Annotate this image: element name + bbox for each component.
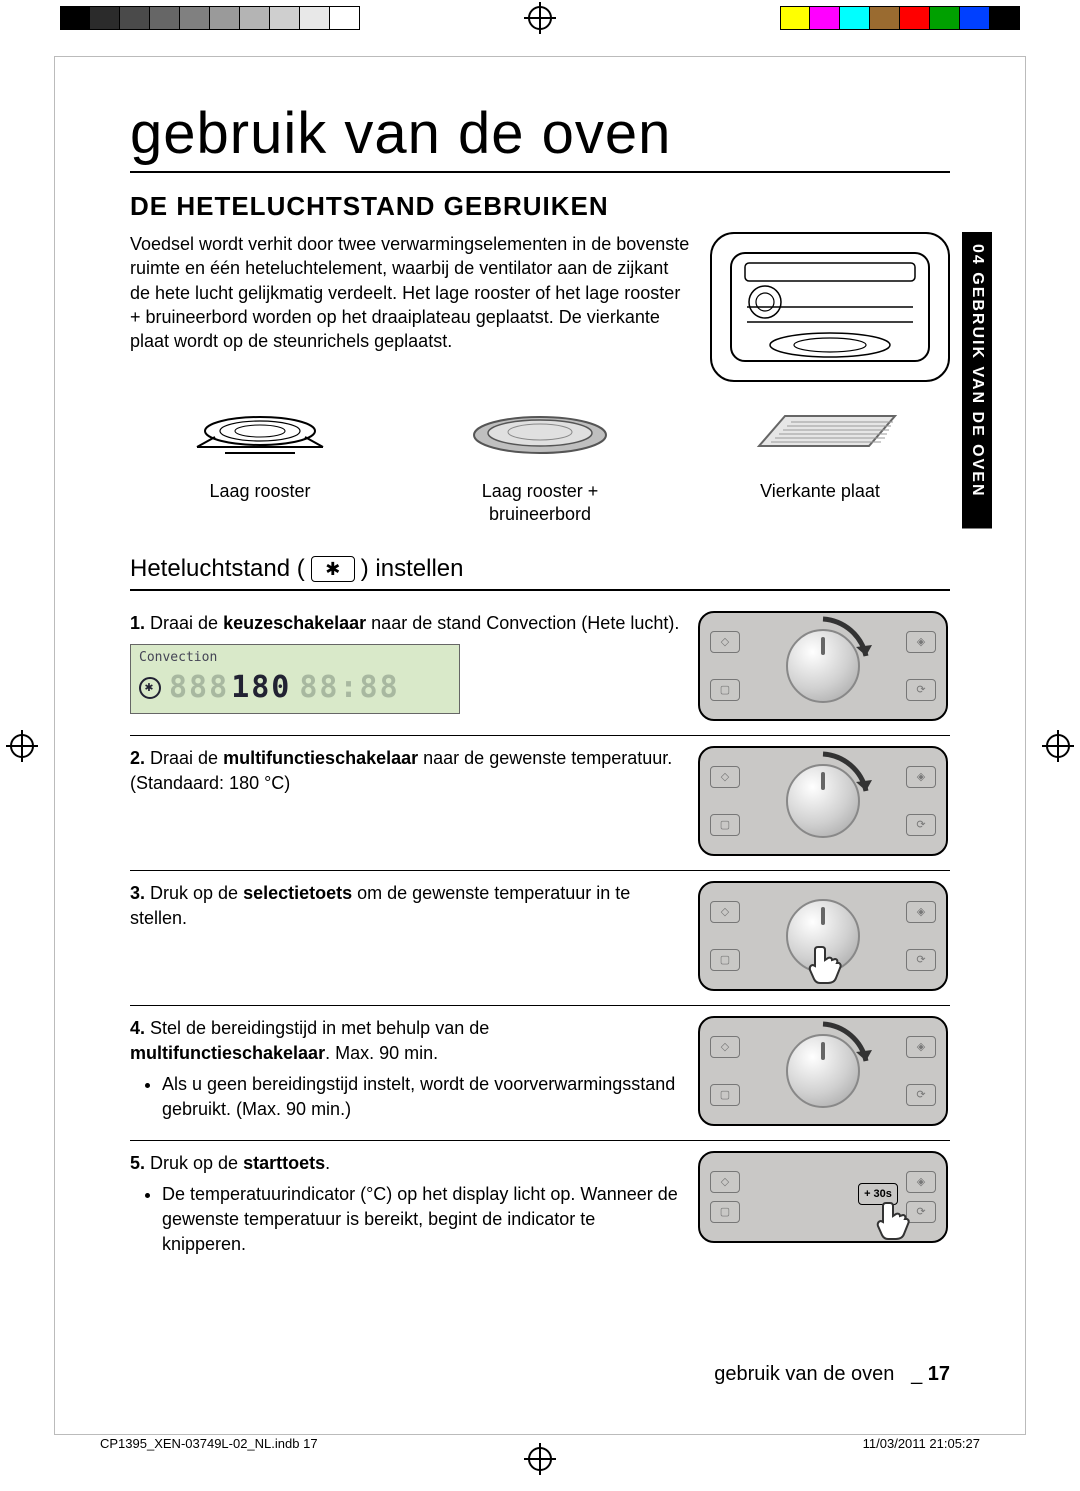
- accessory-label: Laag rooster + bruineerbord: [482, 480, 599, 527]
- running-footer: gebruik van de oven _ 17: [130, 1363, 950, 1386]
- hand-pointer-icon: [872, 1197, 916, 1241]
- step-bullet: De temperatuurindicator (°C) op het disp…: [162, 1182, 680, 1258]
- step-text: 3. Druk op de selectietoets om de gewens…: [130, 881, 680, 991]
- grayscale-colorbar: [60, 6, 360, 30]
- accessory-row: Laag rooster Laag rooster + bruineerbord: [130, 400, 950, 527]
- panel-button-icon: ◈: [906, 631, 936, 653]
- panel-button-icon: ◇: [710, 766, 740, 788]
- panel-button-icon: ◇: [710, 1036, 740, 1058]
- step-item: 2. Draai de multifunctieschakelaar naar …: [130, 736, 950, 871]
- panel-button-icon: ▢: [710, 814, 740, 836]
- footer-page-number: 17: [928, 1363, 950, 1385]
- panel-button-icon: ▢: [710, 1084, 740, 1106]
- panel-button-icon: ▢: [710, 1201, 740, 1223]
- panel-button-icon: ◈: [906, 901, 936, 923]
- square-plate-icon: [735, 400, 905, 470]
- print-metadata-footer: CP1395_XEN-03749L-02_NL.indb 17 11/03/20…: [100, 1436, 980, 1451]
- footer-filename: CP1395_XEN-03749L-02_NL.indb 17: [100, 1436, 318, 1451]
- convection-fan-icon: ✱: [311, 556, 355, 582]
- accessory-label: Laag rooster: [209, 480, 310, 503]
- oven-interior-illustration: [710, 232, 950, 382]
- intro-paragraph: Voedsel wordt verhit door twee verwarmin…: [130, 232, 692, 353]
- low-rack-icon: [185, 400, 335, 470]
- panel-button-icon: ⟳: [906, 814, 936, 836]
- panel-button-icon: ◈: [906, 1171, 936, 1193]
- section-heading: DE HETELUCHTSTAND GEBRUIKEN: [130, 191, 950, 222]
- panel-button-icon: ◇: [710, 1171, 740, 1193]
- step-item: 1. Draai de keuzeschakelaar naar de stan…: [130, 601, 950, 736]
- control-panel-illustration: ◇ ▢ ◈ ⟳: [698, 746, 948, 856]
- step-item: 4. Stel de bereidingstijd in met behulp …: [130, 1006, 950, 1141]
- registration-mark-icon: [1046, 734, 1070, 758]
- step-text: 4. Stel de bereidingstijd in met behulp …: [130, 1016, 680, 1126]
- step-item: 5. Druk op de starttoets.De temperatuuri…: [130, 1141, 950, 1274]
- panel-button-icon: ⟳: [906, 679, 936, 701]
- registration-mark-icon: [528, 6, 552, 30]
- step-text: 2. Draai de multifunctieschakelaar naar …: [130, 746, 680, 856]
- lcd-display-illustration: Convection ✱ 888180 88:88: [130, 644, 460, 714]
- control-panel-illustration: ◇ ▢ ◈ ⟳: [698, 611, 948, 721]
- cmyk-colorbar: [780, 6, 1020, 30]
- panel-button-icon: ▢: [710, 949, 740, 971]
- panel-button-icon: ◈: [906, 766, 936, 788]
- step-illustration: ◇ ▢ ◈ ⟳: [696, 1016, 950, 1126]
- step-text: 5. Druk op de starttoets.De temperatuuri…: [130, 1151, 680, 1260]
- footer-timestamp: 11/03/2011 21:05:27: [863, 1436, 980, 1451]
- step-item: 3. Druk op de selectietoets om de gewens…: [130, 871, 950, 1006]
- panel-button-icon: ◇: [710, 631, 740, 653]
- panel-button-icon: ⟳: [906, 1084, 936, 1106]
- control-panel-illustration: ◇ ▢ ◈ ⟳: [698, 881, 948, 991]
- step-illustration: ◇ ▢ ◈ ⟳: [696, 611, 950, 721]
- subsection-prefix: Heteluchtstand (: [130, 555, 305, 583]
- subsection-heading: Heteluchtstand ( ✱ ) instellen: [130, 555, 950, 591]
- accessory-item: Laag rooster + bruineerbord: [410, 400, 670, 527]
- instruction-steps: 1. Draai de keuzeschakelaar naar de stan…: [130, 601, 950, 1274]
- low-rack-crisp-plate-icon: [460, 400, 620, 470]
- step-illustration: ◇ ▢ ◈ ⟳: [696, 746, 950, 856]
- control-panel-illustration: ◇▢◈⟳+ 30s: [698, 1151, 948, 1243]
- hand-pointer-icon: [804, 941, 848, 985]
- footer-title: gebruik van de oven: [714, 1363, 894, 1385]
- control-panel-illustration: ◇ ▢ ◈ ⟳: [698, 1016, 948, 1126]
- step-bullet: Als u geen bereidingstijd instelt, wordt…: [162, 1072, 680, 1122]
- panel-button-icon: ⟳: [906, 949, 936, 971]
- step-illustration: ◇▢◈⟳+ 30s: [696, 1151, 950, 1260]
- registration-mark-icon: [10, 734, 34, 758]
- panel-button-icon: ▢: [710, 679, 740, 701]
- accessory-item: Laag rooster: [130, 400, 390, 527]
- page-title: gebruik van de oven: [130, 100, 950, 173]
- panel-button-icon: ◈: [906, 1036, 936, 1058]
- panel-button-icon: ◇: [710, 901, 740, 923]
- subsection-suffix: ) instellen: [361, 555, 464, 583]
- step-text: 1. Draai de keuzeschakelaar naar de stan…: [130, 611, 680, 721]
- accessory-item: Vierkante plaat: [690, 400, 950, 527]
- accessory-label: Vierkante plaat: [760, 480, 880, 503]
- step-illustration: ◇ ▢ ◈ ⟳: [696, 881, 950, 991]
- section-thumb-tab: 04 GEBRUIK VAN DE OVEN: [962, 232, 992, 612]
- thumb-tab-label: 04 GEBRUIK VAN DE OVEN: [969, 244, 986, 498]
- footer-separator: _: [911, 1363, 922, 1385]
